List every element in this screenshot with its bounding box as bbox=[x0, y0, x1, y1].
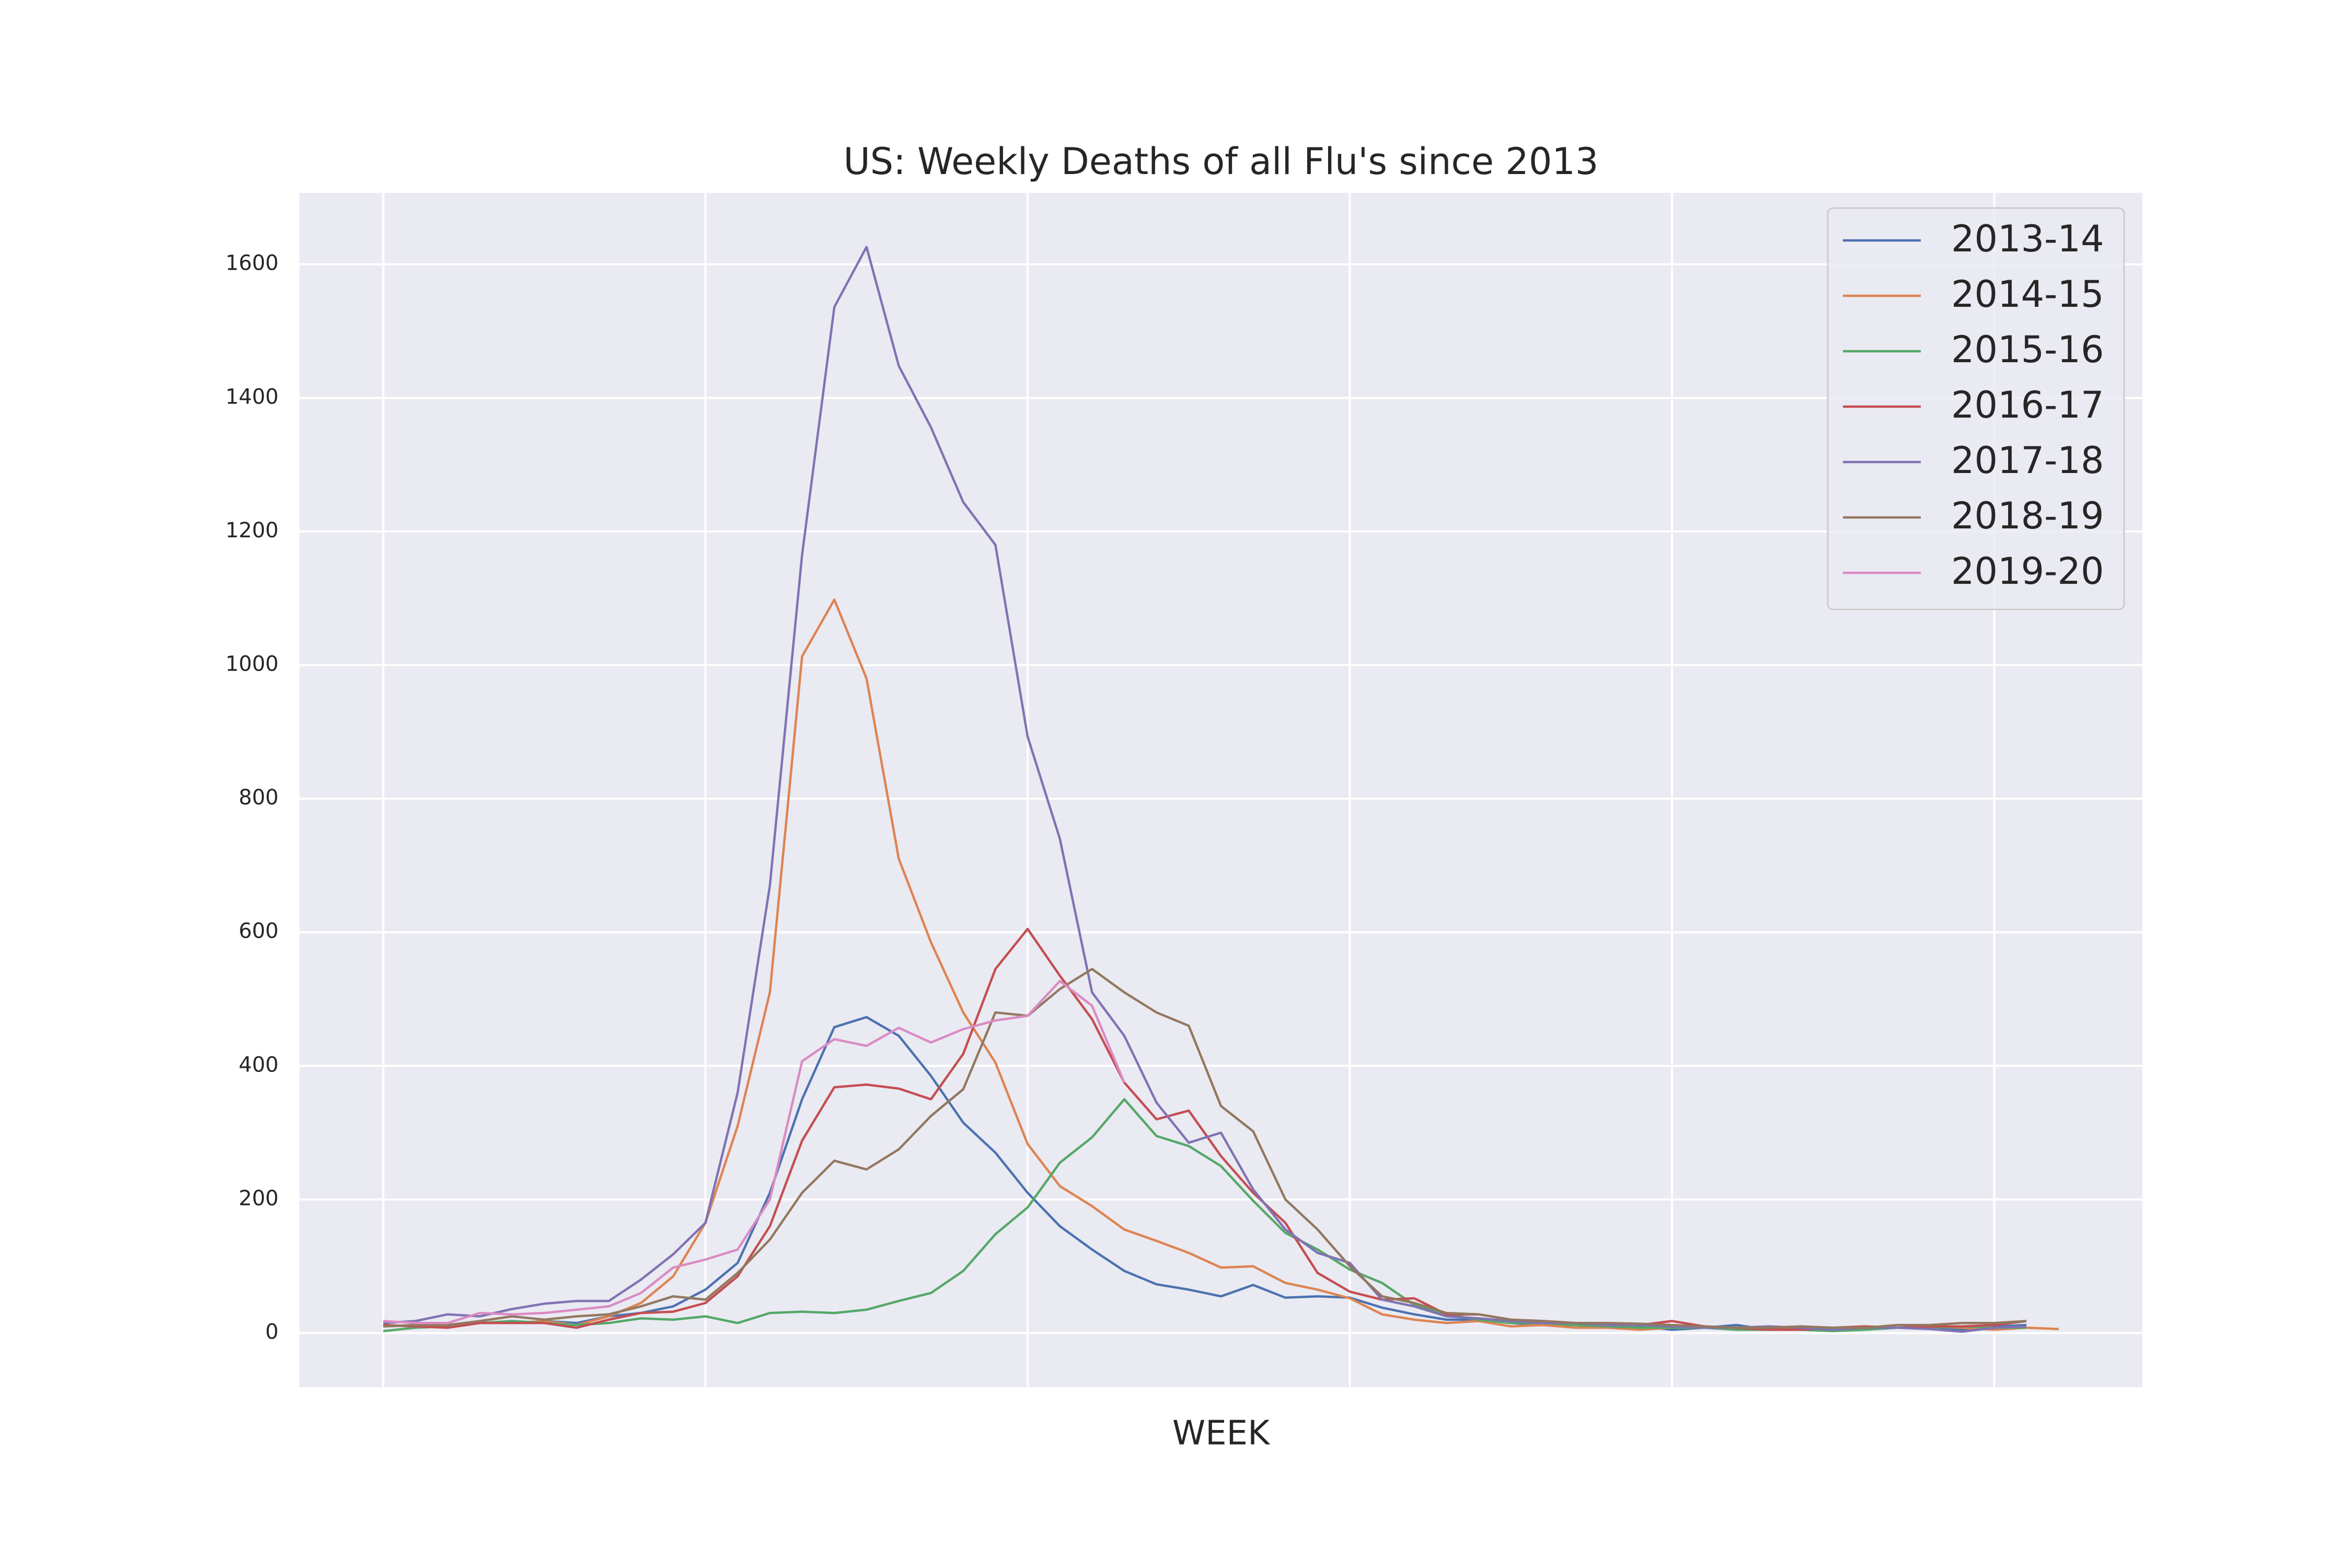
y-tick-label: 1200 bbox=[225, 518, 279, 543]
legend-label: 2018-19 bbox=[1951, 494, 2104, 537]
chart-title: US: Weekly Deaths of all Flu's since 201… bbox=[844, 140, 1599, 183]
lines bbox=[383, 246, 2059, 1333]
y-tick-label: 800 bbox=[239, 786, 279, 810]
y-tick-label: 0 bbox=[266, 1320, 279, 1344]
series-line bbox=[383, 979, 1126, 1324]
legend-label: 2017-18 bbox=[1951, 439, 2104, 482]
grid bbox=[299, 193, 2142, 1387]
y-tick-label: 600 bbox=[239, 919, 279, 943]
y-tick-label: 1400 bbox=[225, 385, 279, 409]
y-tick-label: 1600 bbox=[225, 251, 279, 275]
legend-label: 2015-16 bbox=[1951, 328, 2104, 371]
y-tick-label: 400 bbox=[239, 1053, 279, 1077]
x-axis-label: WEEK bbox=[1172, 1414, 1271, 1453]
legend-label: 2019-20 bbox=[1951, 550, 2104, 593]
series-line bbox=[383, 967, 2027, 1329]
legend-label: 2016-17 bbox=[1951, 384, 2104, 426]
legend-label: 2013-14 bbox=[1951, 217, 2104, 260]
y-tick-label: 200 bbox=[239, 1186, 279, 1210]
legend: 2013-14 2014-15 2015-16 2016-17 2017-18 2018-… bbox=[1827, 207, 2125, 610]
legend-box bbox=[1827, 207, 2125, 610]
legend-label: 2014-15 bbox=[1951, 273, 2104, 316]
y-tick-label: 1000 bbox=[225, 652, 279, 676]
